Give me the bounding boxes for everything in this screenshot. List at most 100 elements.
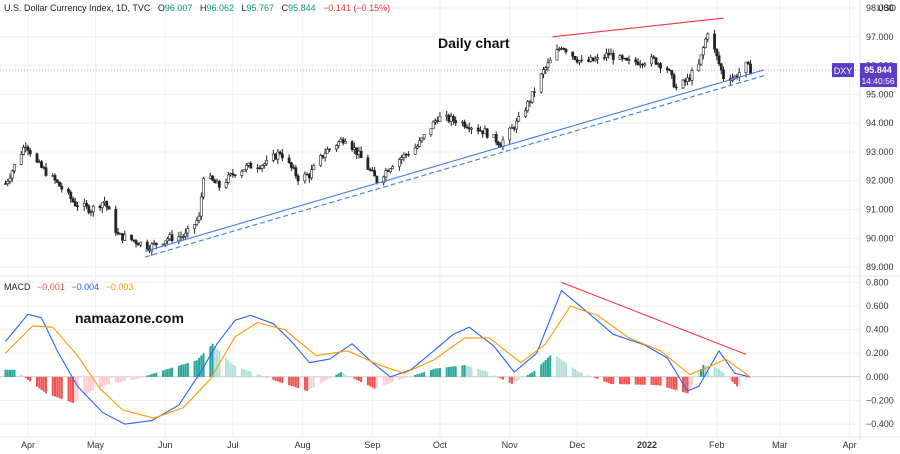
macd-hist-bar-46 xyxy=(148,374,151,377)
macd-hist-bar-211 xyxy=(668,376,671,389)
candle-body-133 xyxy=(420,137,424,142)
open-value: 96.007 xyxy=(165,3,193,13)
macd-hist-bar-176 xyxy=(558,357,561,377)
candle-body-175 xyxy=(555,49,559,61)
candle-body-117 xyxy=(370,169,374,172)
macd-hist-bar-94 xyxy=(297,376,300,389)
macd-hist-bar-230 xyxy=(729,376,732,380)
candle-body-0 xyxy=(4,183,7,185)
candle-body-206 xyxy=(652,56,656,58)
macd-hist-bar-196 xyxy=(621,376,624,385)
macd-hist-bar-133 xyxy=(420,372,423,377)
header-row: U.S. Dollar Currency Index, 1D, TVC O96.… xyxy=(4,3,390,13)
macd-hist-bar-81 xyxy=(258,374,261,377)
macd-hist-bar-229 xyxy=(722,373,725,377)
macd-hist-bar-104 xyxy=(328,376,331,379)
macd-hist-bar-135 xyxy=(429,370,432,377)
macd-layer xyxy=(0,281,860,425)
macd-hist-bar-179 xyxy=(564,362,567,377)
candle-body-143 xyxy=(452,115,455,121)
price-trend-line-2 xyxy=(552,17,724,38)
macd-label: MACD xyxy=(4,282,31,292)
price-tick-label-6: 95.000 xyxy=(866,89,894,99)
macd-hist-bar-136 xyxy=(432,369,435,377)
candle-body-23 xyxy=(73,201,77,207)
candle-body-124 xyxy=(391,166,395,170)
candle-body-183 xyxy=(578,60,581,63)
macd-hist-bar-197 xyxy=(623,376,626,385)
macd-hist-bar-28 xyxy=(90,376,93,392)
instrument-label: U.S. Dollar Currency Index, 1D, TVC xyxy=(4,3,151,13)
macd-hist-bar-120 xyxy=(382,376,385,386)
candle-body-168 xyxy=(530,91,534,103)
candle-body-215 xyxy=(681,79,685,89)
macd-hist-bar-141 xyxy=(447,366,450,377)
macd-hist-bar-0 xyxy=(4,369,7,377)
candle-body-139 xyxy=(438,115,442,122)
candle-body-88 xyxy=(278,151,282,155)
macd-hist-bar-45 xyxy=(146,375,149,377)
time-tick-label-10: Feb xyxy=(709,440,725,450)
candle-body-137 xyxy=(434,120,437,123)
macd-hist-bar-220 xyxy=(697,373,700,377)
candle-body-111 xyxy=(352,147,356,150)
macd-hist-bar-36 xyxy=(117,376,120,383)
macd-hist-bar-214 xyxy=(675,376,678,391)
macd-hist-bar-74 xyxy=(234,365,237,377)
candle-body-129 xyxy=(407,154,410,156)
candle-body-198 xyxy=(625,57,629,61)
macd-hist-bar-100 xyxy=(319,376,322,384)
candle-body-17 xyxy=(55,179,59,183)
candle-body-138 xyxy=(436,120,440,122)
candle-body-92 xyxy=(292,167,296,169)
macd-hist-bar-33 xyxy=(105,376,108,385)
candle-body-192 xyxy=(607,52,611,56)
macd-hist-bar-51 xyxy=(164,369,167,377)
macd-hist-bar-99 xyxy=(312,376,315,388)
candle-body-42 xyxy=(134,240,138,244)
macd-hist-bar-22 xyxy=(72,376,75,403)
macd-hist-bar-2 xyxy=(8,369,11,377)
candle-body-237 xyxy=(749,63,752,75)
macd-tick-label-1: −0.200 xyxy=(866,395,894,405)
macd-hist-bar-53 xyxy=(168,368,171,377)
price-tag[interactable]: DXY 95.844 14:40:56 xyxy=(832,63,897,88)
candle-body-207 xyxy=(654,57,658,65)
macd-hist-bar-191 xyxy=(605,376,608,383)
price-tick-label-8: 97.000 xyxy=(866,32,894,42)
candle-body-60 xyxy=(193,224,196,229)
macd-hist-bar-145 xyxy=(461,365,464,377)
candle-body-15 xyxy=(51,175,55,177)
macd-tick-label-4: 0.400 xyxy=(866,325,889,335)
macd-hist-bar-50 xyxy=(162,370,165,377)
open-label: O xyxy=(158,3,165,13)
macd-hist-bar-221 xyxy=(700,369,703,377)
macd-hist-bar-105 xyxy=(335,374,338,377)
candle-body-22 xyxy=(71,198,75,202)
candle-body-193 xyxy=(609,53,613,56)
macd-hist-bar-34 xyxy=(108,376,111,384)
candle-body-56 xyxy=(179,236,183,238)
candle-body-38 xyxy=(121,233,124,241)
candle-body-99 xyxy=(312,165,316,170)
macd-hist-bar-156 xyxy=(495,376,498,377)
price-tick-label-9: 98.000 xyxy=(866,3,894,13)
price-trend-line-1 xyxy=(144,75,765,258)
candle-body-51 xyxy=(163,240,167,245)
candle-body-185 xyxy=(587,59,590,62)
candle-body-1 xyxy=(6,180,10,185)
candle-body-181 xyxy=(573,56,577,60)
candle-body-5 xyxy=(19,154,23,165)
candle-body-219 xyxy=(690,70,694,81)
macd-hist-bar-66 xyxy=(211,343,214,377)
candle-body-45 xyxy=(145,241,149,250)
time-tick-label-11: Mar xyxy=(772,440,788,450)
macd-tick-label-6: 0.800 xyxy=(866,277,889,287)
price-tag-countdown: 14:40:56 xyxy=(861,76,894,86)
macd-hist-bar-47 xyxy=(150,374,153,377)
macd-hist-bar-91 xyxy=(290,376,293,386)
macd-hist-bar-109 xyxy=(344,374,347,377)
macd-hist-bar-113 xyxy=(357,376,360,381)
